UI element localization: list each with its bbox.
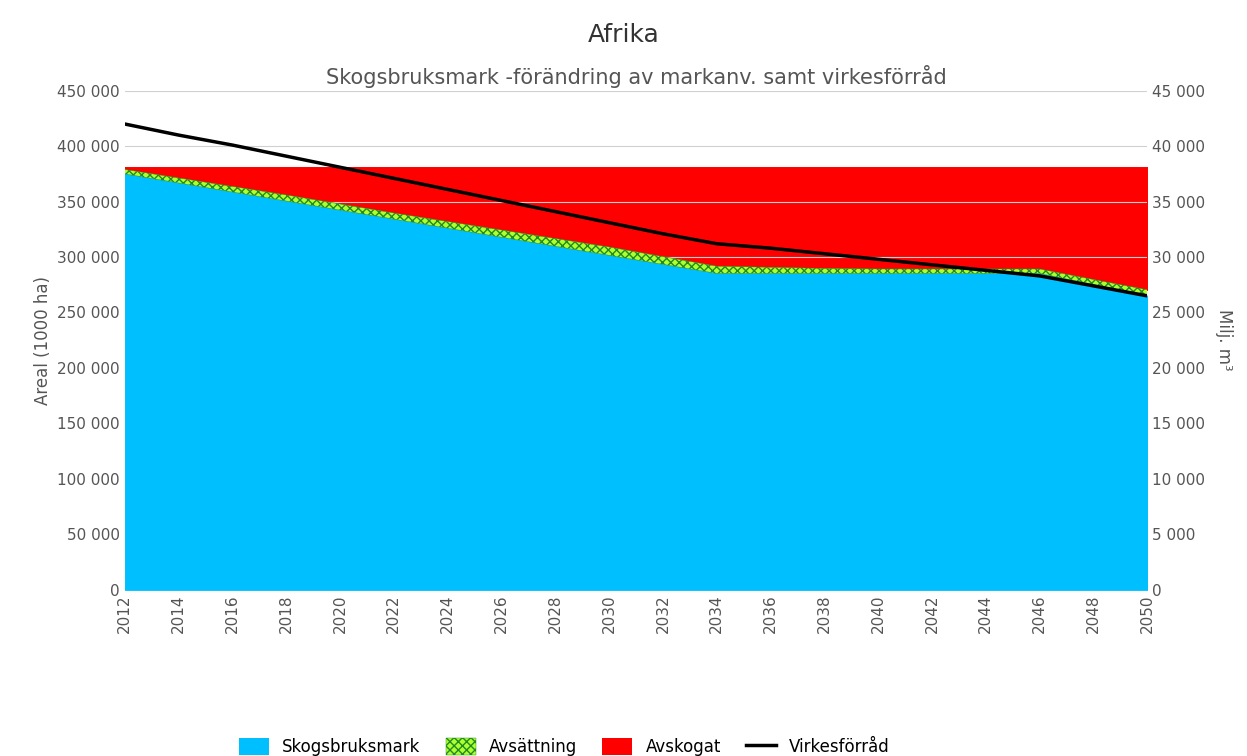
Text: Afrika: Afrika [587, 23, 660, 47]
Y-axis label: Milj. m³: Milj. m³ [1215, 309, 1233, 371]
Legend: Skogsbruksmark, Avsättning, Avskogat, Virkesförråd: Skogsbruksmark, Avsättning, Avskogat, Vi… [239, 738, 890, 756]
Title: Skogsbruksmark -förändring av markanv. samt virkesförråd: Skogsbruksmark -förändring av markanv. s… [325, 65, 946, 88]
Y-axis label: Areal (1000 ha): Areal (1000 ha) [34, 276, 51, 404]
